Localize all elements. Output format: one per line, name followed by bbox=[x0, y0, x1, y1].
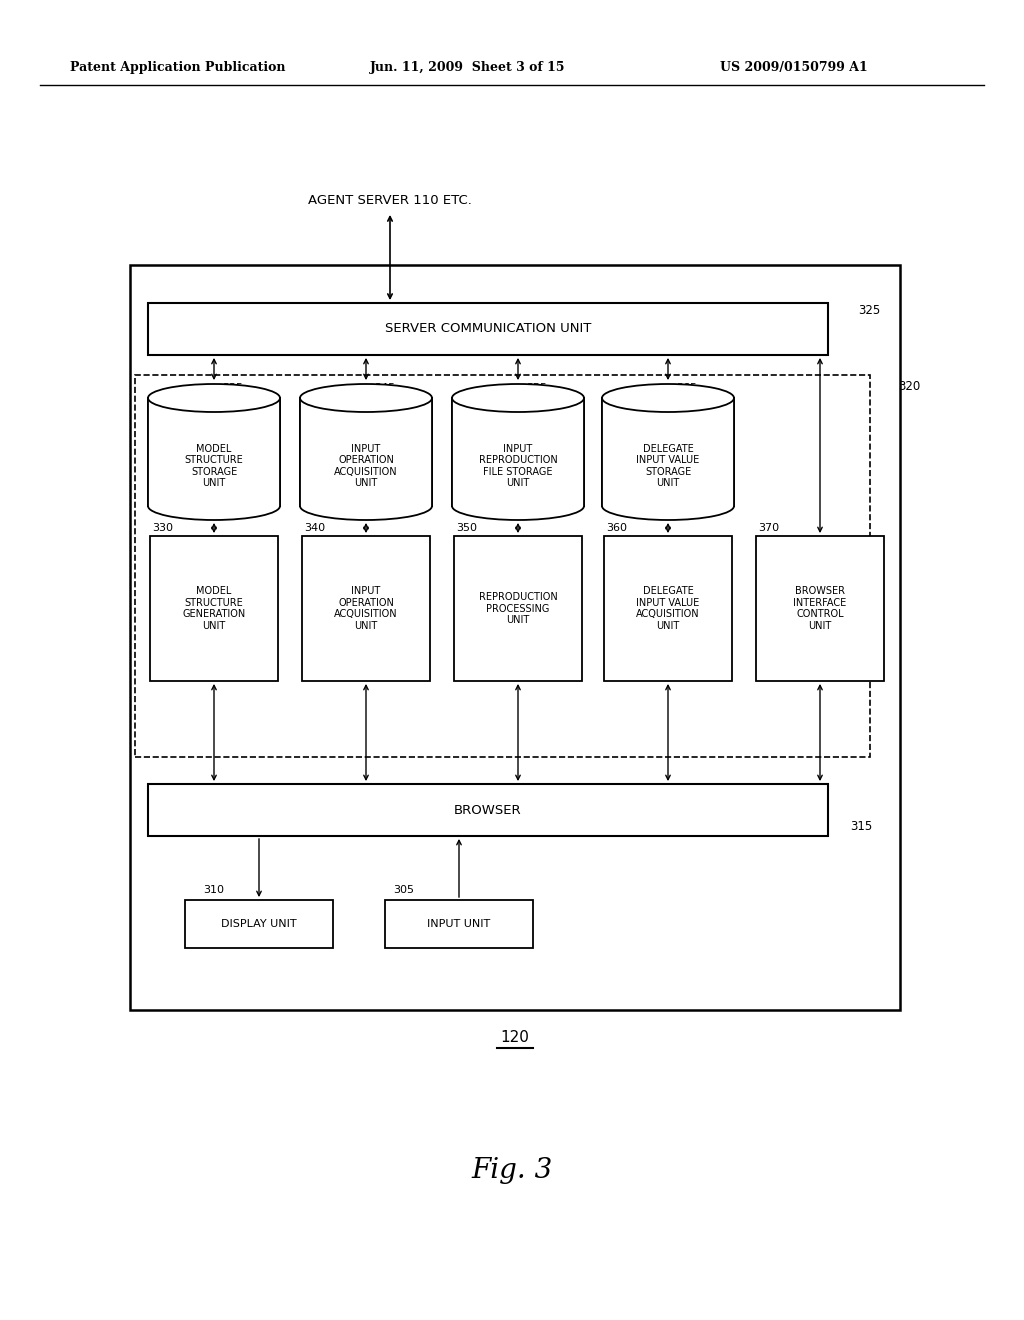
Text: 120: 120 bbox=[501, 1031, 529, 1045]
Text: INPUT
REPRODUCTION
FILE STORAGE
UNIT: INPUT REPRODUCTION FILE STORAGE UNIT bbox=[478, 444, 557, 488]
Ellipse shape bbox=[148, 384, 280, 412]
Ellipse shape bbox=[300, 384, 432, 412]
Text: Jun. 11, 2009  Sheet 3 of 15: Jun. 11, 2009 Sheet 3 of 15 bbox=[370, 62, 565, 74]
Bar bbox=[300, 399, 432, 506]
Text: Fig. 3: Fig. 3 bbox=[471, 1156, 553, 1184]
Text: DISPLAY UNIT: DISPLAY UNIT bbox=[221, 919, 297, 929]
Ellipse shape bbox=[602, 384, 734, 412]
Text: 325: 325 bbox=[858, 305, 881, 318]
Bar bbox=[130, 265, 900, 1010]
Text: Patent Application Publication: Patent Application Publication bbox=[70, 62, 286, 74]
Text: BROWSER
INTERFACE
CONTROL
UNIT: BROWSER INTERFACE CONTROL UNIT bbox=[794, 586, 847, 631]
Bar bbox=[302, 536, 430, 681]
Text: 355: 355 bbox=[526, 383, 547, 393]
Bar bbox=[150, 536, 278, 681]
Text: REPRODUCTION
PROCESSING
UNIT: REPRODUCTION PROCESSING UNIT bbox=[478, 591, 557, 626]
Bar bbox=[602, 399, 734, 506]
Text: 365: 365 bbox=[676, 383, 697, 393]
Text: 330: 330 bbox=[152, 523, 173, 533]
Bar bbox=[185, 900, 333, 948]
Text: 360: 360 bbox=[606, 523, 627, 533]
Bar bbox=[148, 784, 828, 836]
Text: US 2009/0150799 A1: US 2009/0150799 A1 bbox=[720, 62, 867, 74]
Text: 340: 340 bbox=[304, 523, 326, 533]
Text: INPUT
OPERATION
ACQUISITION
UNIT: INPUT OPERATION ACQUISITION UNIT bbox=[334, 586, 397, 631]
Text: INPUT UNIT: INPUT UNIT bbox=[427, 919, 490, 929]
Text: 350: 350 bbox=[456, 523, 477, 533]
Text: DELEGATE
INPUT VALUE
STORAGE
UNIT: DELEGATE INPUT VALUE STORAGE UNIT bbox=[636, 444, 699, 488]
Text: 310: 310 bbox=[203, 884, 224, 895]
Bar bbox=[454, 536, 582, 681]
Text: DELEGATE
INPUT VALUE
ACQUISITION
UNIT: DELEGATE INPUT VALUE ACQUISITION UNIT bbox=[636, 586, 699, 631]
Text: INPUT
OPERATION
ACQUISITION
UNIT: INPUT OPERATION ACQUISITION UNIT bbox=[334, 444, 397, 488]
Text: AGENT SERVER 110 ETC.: AGENT SERVER 110 ETC. bbox=[308, 194, 472, 206]
Bar bbox=[135, 375, 870, 756]
Bar bbox=[452, 399, 584, 506]
Text: SERVER COMMUNICATION UNIT: SERVER COMMUNICATION UNIT bbox=[385, 322, 591, 335]
Text: BROWSER: BROWSER bbox=[455, 804, 522, 817]
Text: 370: 370 bbox=[758, 523, 779, 533]
Text: MODEL
STRUCTURE
STORAGE
UNIT: MODEL STRUCTURE STORAGE UNIT bbox=[184, 444, 244, 488]
Bar bbox=[756, 536, 884, 681]
Bar bbox=[148, 399, 280, 506]
Bar bbox=[148, 304, 828, 355]
Text: 305: 305 bbox=[393, 884, 414, 895]
Text: 345: 345 bbox=[374, 383, 395, 393]
Text: MODEL
STRUCTURE
GENERATION
UNIT: MODEL STRUCTURE GENERATION UNIT bbox=[182, 586, 246, 631]
Bar bbox=[385, 900, 534, 948]
Bar bbox=[604, 536, 732, 681]
Ellipse shape bbox=[452, 384, 584, 412]
Text: 320: 320 bbox=[898, 380, 921, 393]
Text: 335: 335 bbox=[222, 383, 243, 393]
Text: 315: 315 bbox=[850, 820, 872, 833]
